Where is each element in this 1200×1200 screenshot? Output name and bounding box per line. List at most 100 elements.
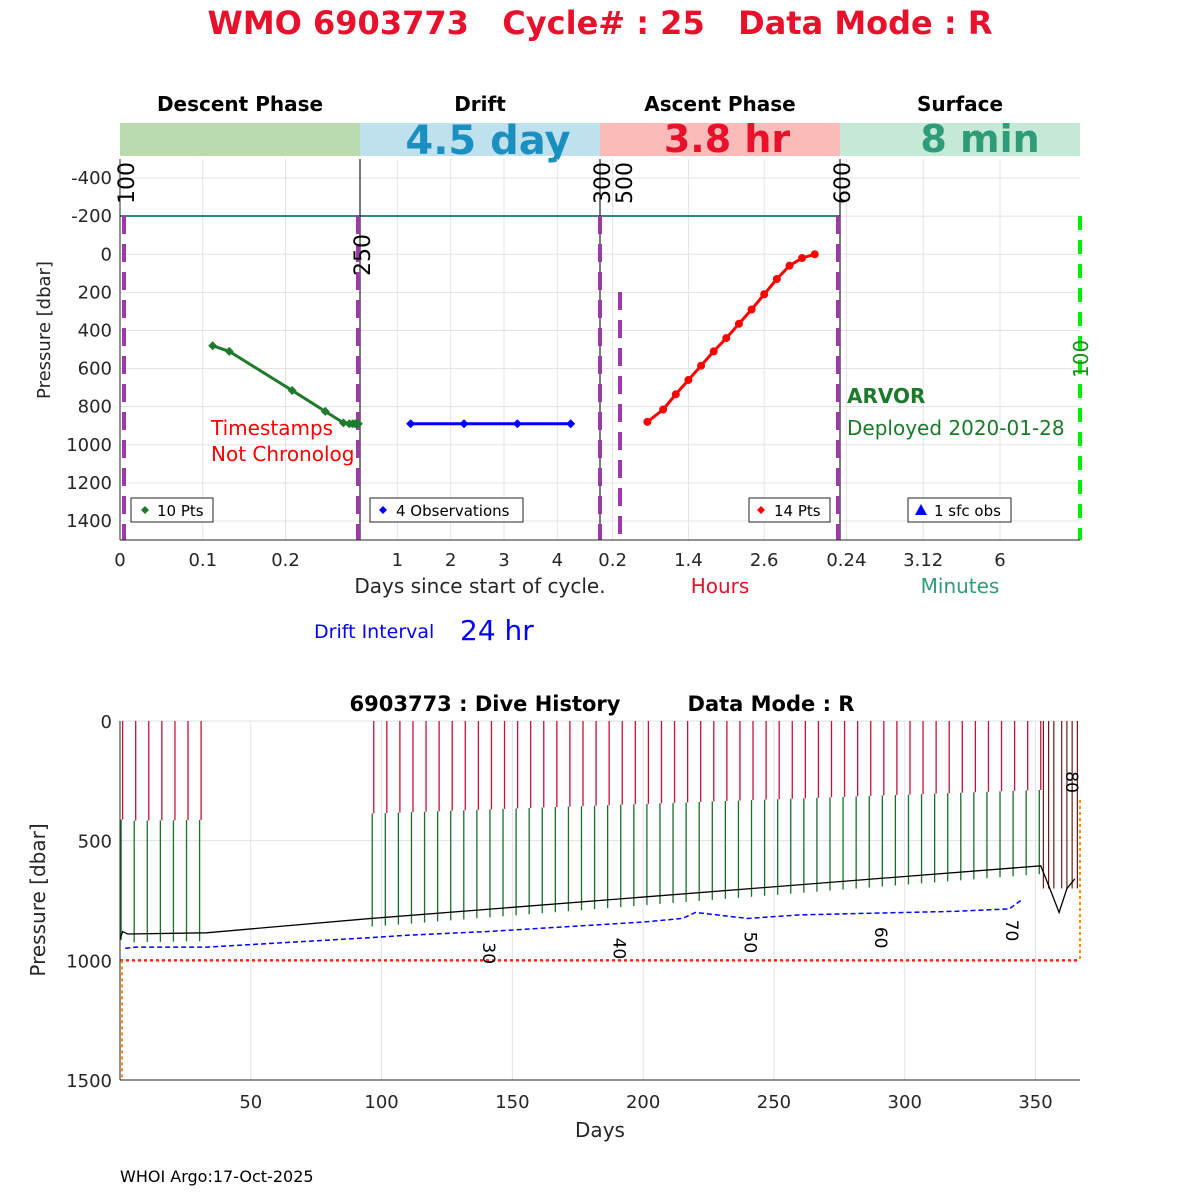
- warning-line-2: Not Chronolog: [211, 442, 354, 466]
- top-x-tick-label: 3.12: [903, 550, 943, 571]
- bottom-series-line: [119, 865, 1076, 940]
- top-x-tick-label: 0.2: [271, 550, 300, 571]
- data-point: [760, 290, 769, 299]
- top-y-tick-label: 600: [78, 359, 112, 380]
- data-point: [684, 375, 693, 384]
- top-x-tick-label: 2.6: [750, 550, 779, 571]
- descent-band: [120, 123, 360, 156]
- data-point: [810, 250, 819, 259]
- bottom-series: [119, 799, 1081, 1080]
- bottom-x-tick-label: 100: [364, 1092, 398, 1113]
- x-label-minutes: Minutes: [921, 574, 1000, 598]
- data-point: [785, 261, 794, 270]
- data-point: [747, 305, 756, 314]
- data-point: [722, 334, 731, 343]
- cycle-label: 60: [870, 927, 890, 949]
- top-y-tick-label: -200: [71, 206, 112, 227]
- data-point: [734, 319, 743, 328]
- data-point: [671, 390, 680, 399]
- data-point: [338, 418, 348, 428]
- data-point: [353, 419, 363, 429]
- ascent-duration: 3.8 hr: [664, 117, 791, 161]
- legend-surface: 1 sfc obs: [907, 497, 1012, 523]
- bottom-x-tick-label: 150: [495, 1092, 529, 1113]
- drift-duration: 4.5 day: [405, 118, 570, 164]
- legend-descent-marker: [141, 506, 149, 514]
- bottom-y-label: Pressure [dbar]: [26, 823, 50, 976]
- bottom-chart: 6903773 : Dive History Data Mode : R 0 50…: [26, 692, 1081, 1142]
- top-y-tick-label: 1000: [66, 435, 112, 456]
- data-point: [659, 405, 668, 414]
- data-point: [643, 417, 652, 426]
- bottom-x-ticks: 50 100 150 200 250 300 350: [239, 1092, 1052, 1113]
- top-y-label: Pressure [dbar]: [34, 261, 55, 399]
- cycle-labels: 30 40 50 60 70 80: [478, 771, 1081, 964]
- x-label-hours: Hours: [691, 574, 750, 598]
- bottom-y-tick-label: 1000: [66, 951, 112, 972]
- data-point: [224, 346, 234, 356]
- cycle-label: 30: [478, 942, 498, 964]
- surface-band: [840, 123, 1080, 156]
- marker-label-surface-end: 100: [1069, 340, 1093, 378]
- top-x-tick-label: 3: [498, 550, 509, 571]
- data-point: [459, 419, 469, 429]
- bottom-title-left: 6903773 : Dive History: [350, 692, 621, 716]
- bottom-y-tick-label: 1500: [66, 1071, 112, 1092]
- bottom-x-tick-label: 300: [888, 1092, 922, 1113]
- legend-drift-marker: [379, 506, 387, 514]
- phase-title-surface: Surface: [917, 92, 1003, 116]
- legend-ascent: 14 Pts: [748, 497, 831, 523]
- marker-label-ascent-end: 600: [831, 162, 856, 204]
- phase-title-drift: Drift: [454, 92, 506, 116]
- legend-ascent-label: 14 Pts: [774, 502, 821, 520]
- bottom-x-label: Days: [575, 1118, 625, 1142]
- top-y-tick-label: 0: [101, 244, 112, 265]
- top-y-tick-label: 800: [78, 397, 112, 418]
- top-x-tick-label: 0.1: [188, 550, 217, 571]
- data-point: [512, 419, 522, 429]
- float-type: ARVOR: [847, 384, 925, 408]
- deployed-date: Deployed 2020-01-28: [847, 416, 1065, 440]
- phase-title-descent: Descent Phase: [157, 92, 323, 116]
- bottom-title-right: Data Mode : R: [688, 692, 855, 716]
- bottom-x-tick-label: 350: [1018, 1092, 1052, 1113]
- marker-label-descent-start: 100: [115, 162, 140, 204]
- top-x-tick-label: 6: [994, 550, 1005, 571]
- data-point: [208, 341, 218, 351]
- legend-surface-label: 1 sfc obs: [934, 502, 1001, 520]
- legend-ascent-marker: [757, 506, 765, 514]
- cycle-label: 80: [1061, 771, 1081, 793]
- bottom-x-tick-label: 50: [239, 1092, 262, 1113]
- top-x-tick-label: 4: [552, 550, 563, 571]
- surface-duration: 8 min: [920, 117, 1039, 161]
- top-y-tick-label: 200: [78, 282, 112, 303]
- warning-line-1: Timestamps: [210, 416, 333, 440]
- top-x-tick-label: 1: [392, 550, 403, 571]
- bottom-y-tick-label: 0: [101, 712, 112, 733]
- top-x-tick-label: 2: [445, 550, 456, 571]
- legend-surface-marker: [915, 504, 927, 515]
- profile-lines: [120, 721, 1078, 943]
- top-y-tick-label: 400: [78, 320, 112, 341]
- data-point: [772, 275, 781, 284]
- figure-title: WMO 6903773 Cycle# : 25 Data Mode : R: [208, 4, 993, 42]
- top-x-ticks: 0 0.1 0.2 1 2 3 4 0.2 1.4 2.6 0.24 3.12 6: [114, 550, 1005, 571]
- bottom-x-tick-label: 200: [626, 1092, 660, 1113]
- legend-descent: 10 Pts: [130, 497, 214, 523]
- top-x-tick-label: 0.24: [826, 550, 866, 571]
- drift-interval-label: Drift Interval: [314, 621, 434, 643]
- top-x-tick-label: 0.2: [598, 550, 627, 571]
- data-point: [287, 385, 297, 395]
- legend-drift: 4 Observations: [369, 497, 524, 523]
- data-point: [697, 361, 706, 370]
- bottom-y-ticks: 0 500 1000 1500: [66, 712, 112, 1092]
- legend-drift-label: 4 Observations: [396, 502, 510, 520]
- x-label-days: Days since start of cycle.: [354, 574, 605, 598]
- cycle-label: 40: [609, 938, 629, 960]
- series-line: [646, 252, 816, 424]
- bottom-x-tick-label: 250: [757, 1092, 791, 1113]
- cycle-label: 50: [739, 932, 759, 954]
- data-point: [406, 419, 416, 429]
- drift-interval-value: 24 hr: [460, 614, 534, 647]
